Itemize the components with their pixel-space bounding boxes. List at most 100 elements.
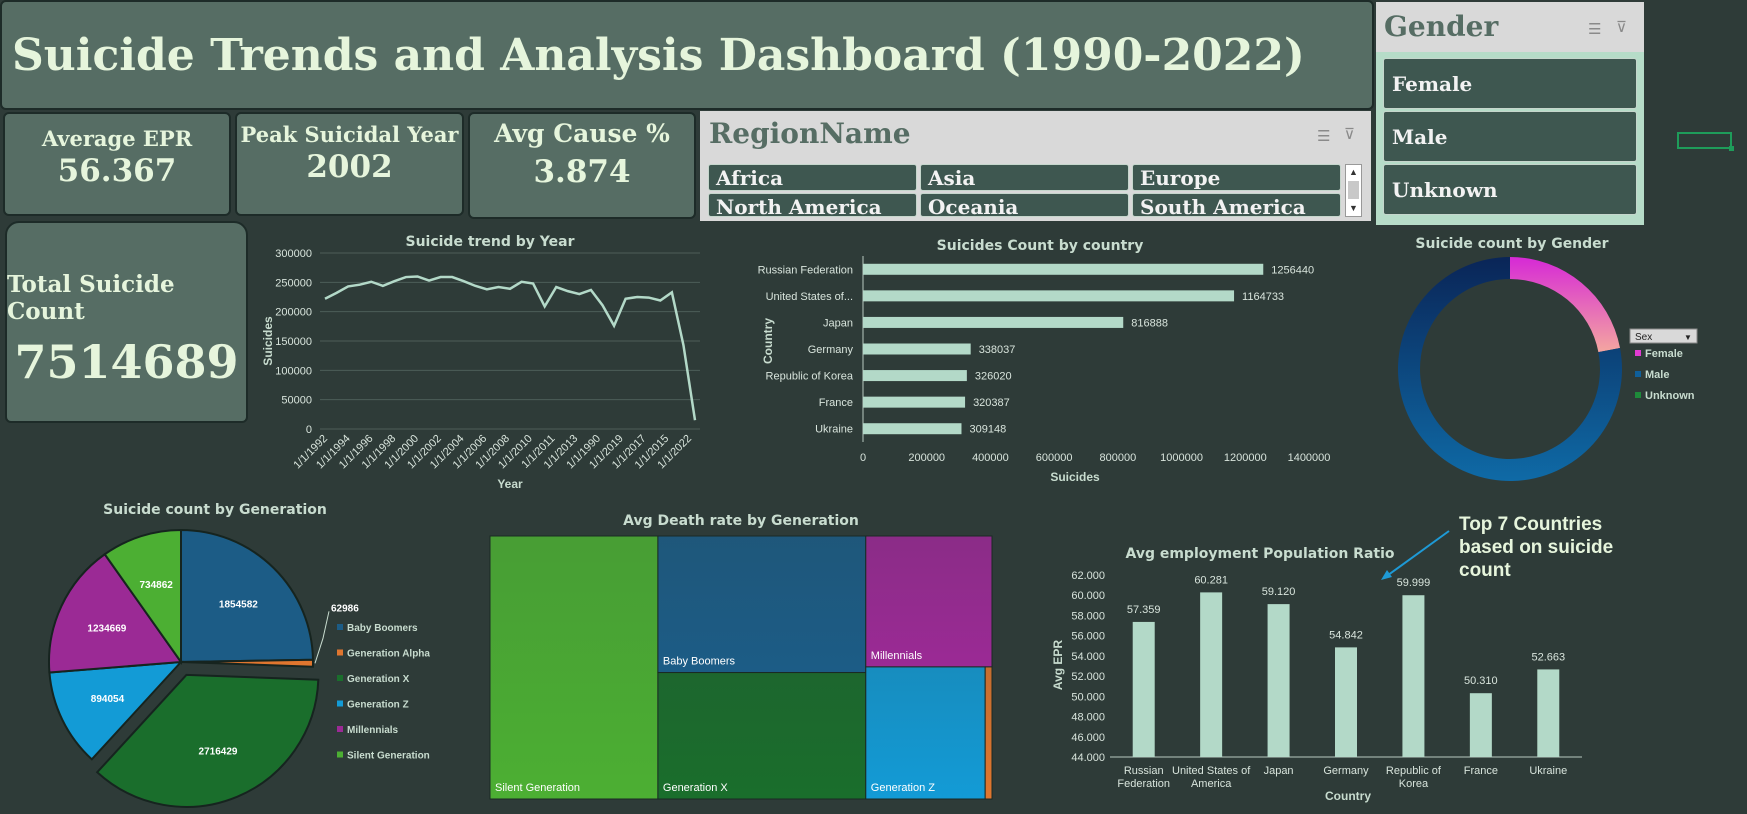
- legend-label: Generation X: [347, 674, 410, 685]
- category-label: Republic of: [1386, 765, 1442, 777]
- pie-slice: [180, 658, 314, 668]
- region-slicer: RegionName ☰ ⊽ Africa Asia Europe North …: [700, 111, 1371, 221]
- legend-label: Millennials: [347, 725, 399, 736]
- scroll-up-icon[interactable]: ▲: [1349, 167, 1358, 177]
- leader-line: [314, 611, 330, 664]
- data-label: 816888: [1131, 317, 1168, 329]
- dashboard-title-text: Suicide Trends and Analysis Dashboard (1…: [12, 29, 1305, 81]
- legend-swatch: [337, 649, 343, 656]
- region-item-africa[interactable]: Africa: [708, 164, 917, 191]
- bar: [1132, 621, 1155, 757]
- data-label: 1854582: [219, 600, 258, 611]
- clear-filter-icon[interactable]: ⊽: [1616, 19, 1627, 36]
- kpi-total-suicide-count: Total Suicide Count 7514689: [5, 221, 248, 423]
- y-tick-label: 56.000: [1071, 631, 1105, 643]
- gender-slicer-title: Gender: [1384, 10, 1499, 43]
- selected-cell[interactable]: [1677, 132, 1732, 149]
- multi-select-icon[interactable]: ☰: [1317, 128, 1331, 145]
- bar: [863, 423, 962, 435]
- y-tick-label: 150000: [275, 336, 312, 348]
- category-label: Germany: [1323, 765, 1369, 777]
- kpi-total-value: 7514689: [14, 335, 239, 389]
- data-label: 59.120: [1262, 586, 1296, 598]
- region-item-oceania[interactable]: Oceania: [920, 193, 1129, 217]
- data-label: 52.663: [1531, 651, 1565, 663]
- kpi-avg-cause-label: Avg Cause %: [494, 119, 670, 148]
- category-label: Republic of Korea: [766, 371, 854, 383]
- bar: [863, 290, 1235, 302]
- fill-handle[interactable]: [1729, 146, 1734, 151]
- suicide-by-gender-donut-chart: Suicide count by Gender Sex ▼Female Male Unk…: [1397, 236, 1698, 481]
- legend-swatch: [337, 726, 343, 732]
- tile-label: Generation X: [663, 782, 728, 794]
- treemap-tile: [865, 535, 993, 668]
- x-tick-label: 200000: [908, 452, 945, 464]
- kpi-peak-year-label: Peak Suicidal Year: [240, 122, 459, 147]
- tile-label: Silent Generation: [495, 782, 580, 794]
- x-axis-title: Suicides: [1050, 470, 1100, 484]
- suicides-by-country-bar-chart: Suicides Count by country Russian Federat…: [758, 238, 1331, 484]
- treemap-tile: [984, 666, 993, 800]
- category-label: Ukraine: [1529, 765, 1567, 777]
- data-label: 2716429: [199, 746, 238, 757]
- kpi-avg-cause: Avg Cause % 3.874: [468, 112, 696, 219]
- x-tick-label: 600000: [1036, 452, 1073, 464]
- pie-slice: [103, 528, 182, 666]
- bar: [1402, 595, 1425, 757]
- bar: [863, 343, 971, 355]
- data-label: 54.842: [1329, 629, 1363, 641]
- category-label: France: [1464, 765, 1498, 777]
- data-label: 57.359: [1127, 604, 1161, 616]
- data-label: 1164733: [1242, 291, 1284, 303]
- bar: [863, 263, 1264, 275]
- pie-slice: [48, 660, 184, 761]
- donut-slice: [1510, 257, 1621, 353]
- bar: [863, 370, 967, 382]
- data-label: 338037: [979, 344, 1016, 356]
- category-label: United States of: [1172, 765, 1251, 777]
- data-label: 59.999: [1397, 577, 1431, 589]
- data-label: 1234669: [87, 623, 126, 634]
- tile-label: Generation Z: [871, 782, 935, 794]
- region-item-south-america[interactable]: South America: [1132, 193, 1341, 217]
- trend-line: [324, 275, 697, 421]
- multi-select-icon[interactable]: ☰: [1588, 21, 1602, 38]
- gender-slicer: Gender ☰ ⊽ Female Male Unknown: [1376, 2, 1644, 225]
- y-tick-label: 200000: [275, 307, 312, 319]
- region-scrollbar[interactable]: ▲ ▼: [1345, 164, 1362, 217]
- tile-label: Millennials: [871, 650, 923, 662]
- gender-item-female[interactable]: Female: [1383, 58, 1637, 109]
- kpi-total-label: Total Suicide Count: [7, 271, 175, 325]
- y-tick-label: 100000: [275, 365, 312, 377]
- legend-swatch: [1635, 392, 1641, 398]
- kpi-peak-year: Peak Suicidal Year 2002: [235, 112, 464, 216]
- annotation-arrowhead: [1381, 570, 1392, 580]
- gender-item-male[interactable]: Male: [1383, 111, 1637, 162]
- data-label: 326020: [975, 371, 1012, 383]
- scroll-thumb[interactable]: [1348, 181, 1359, 199]
- suicide-trend-line-chart: Suicide trend by Year 0 50000 100000 150000 2…: [261, 234, 700, 491]
- gender-item-unknown[interactable]: Unknown: [1383, 164, 1637, 215]
- data-label: 309148: [969, 424, 1006, 436]
- region-item-north-america[interactable]: North America: [708, 193, 917, 217]
- bar: [863, 396, 966, 408]
- legend-swatch: [1635, 350, 1641, 356]
- chart-title: Avg employment Population Ratio: [1125, 546, 1394, 562]
- dashboard-title: Suicide Trends and Analysis Dashboard (1…: [0, 0, 1374, 110]
- clear-filter-icon[interactable]: ⊽: [1344, 126, 1355, 143]
- scroll-down-icon[interactable]: ▼: [1349, 203, 1358, 213]
- data-label: 1256440: [1271, 264, 1314, 276]
- legend-swatch: [337, 751, 343, 758]
- annotation-line: based on suicide: [1459, 537, 1613, 558]
- y-tick-label: 62.000: [1071, 570, 1105, 582]
- region-item-asia[interactable]: Asia: [920, 164, 1129, 191]
- y-tick-label: 250000: [275, 277, 312, 289]
- data-label: 894054: [91, 694, 125, 705]
- pie-slice: [95, 673, 320, 808]
- kpi-peak-year-value: 2002: [306, 149, 393, 185]
- suicide-by-generation-pie-chart: Suicide count by Generation 1854582 62986 2…: [48, 502, 430, 808]
- bar: [1267, 604, 1290, 757]
- region-item-europe[interactable]: Europe: [1132, 164, 1341, 191]
